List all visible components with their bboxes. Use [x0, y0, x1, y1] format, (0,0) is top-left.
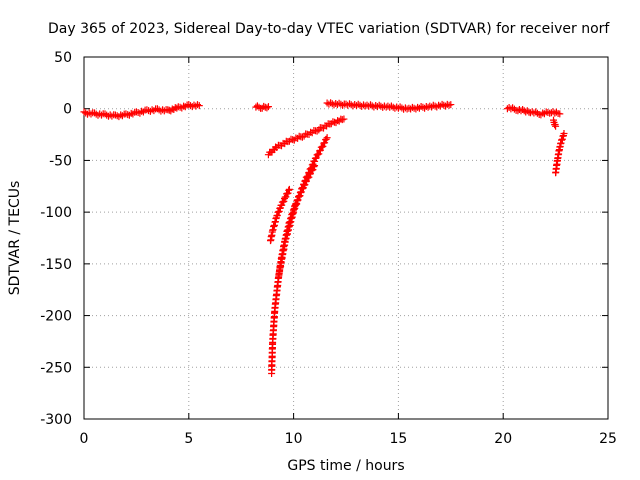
- y-tick-label: 0: [63, 102, 72, 118]
- data-series-segment: [264, 115, 348, 159]
- data-point: [255, 103, 263, 111]
- data-point: [303, 177, 310, 185]
- data-points: [80, 99, 568, 377]
- data-point: [323, 134, 331, 142]
- data-point: [285, 186, 293, 194]
- data-point: [296, 192, 304, 200]
- data-point: [552, 122, 560, 130]
- data-point: [294, 196, 302, 204]
- data-series-segment: [552, 130, 568, 177]
- data-point: [445, 101, 453, 109]
- data-series-segment: [275, 162, 319, 278]
- data-point: [311, 162, 319, 170]
- data-point: [447, 101, 455, 109]
- data-point: [322, 135, 330, 143]
- y-tick-label: -250: [40, 360, 72, 376]
- data-point: [421, 104, 429, 112]
- data-series-segment: [323, 99, 455, 113]
- y-axis-label: SDTVAR / TECUs: [7, 181, 23, 296]
- data-point: [281, 195, 288, 202]
- chart-title: Day 365 of 2023, Sidereal Day-to-day VTE…: [48, 21, 610, 37]
- axis-ticks: 0 5 10 15 20 25 50 0 -50 -100 -150 -200 -250 -300: [40, 50, 617, 447]
- x-tick-label: 20: [494, 431, 512, 447]
- data-point: [319, 142, 327, 150]
- y-tick-label: -150: [40, 257, 72, 273]
- data-point: [316, 146, 324, 154]
- x-tick-label: 15: [389, 431, 407, 447]
- data-point: [310, 163, 318, 171]
- data-point: [307, 170, 314, 178]
- data-point: [305, 173, 313, 181]
- grid: [84, 57, 608, 419]
- x-axis-label: GPS time / hours: [287, 458, 404, 474]
- data-point: [313, 127, 321, 135]
- data-point: [264, 103, 272, 111]
- data-point: [412, 105, 420, 113]
- data-series-segment: [252, 102, 272, 112]
- data-point: [315, 150, 323, 158]
- data-series-segment: [80, 101, 203, 121]
- data-point: [148, 106, 156, 114]
- data-point: [301, 181, 309, 189]
- data-point: [309, 166, 317, 174]
- data-series-segment: [503, 104, 564, 119]
- y-tick-label: -50: [49, 153, 72, 169]
- data-point: [312, 154, 320, 162]
- y-tick-label: -200: [40, 309, 72, 325]
- data-point: [180, 102, 188, 110]
- data-point: [195, 102, 203, 110]
- x-tick-label: 5: [184, 431, 193, 447]
- data-point: [560, 130, 568, 138]
- data-point: [321, 139, 329, 147]
- x-tick-label: 10: [285, 431, 303, 447]
- x-tick-label: 0: [80, 431, 89, 447]
- data-point: [297, 188, 305, 196]
- data-series-segment: [267, 185, 293, 245]
- y-tick-label: 50: [54, 50, 72, 66]
- data-point: [292, 199, 300, 207]
- plot-frame: [83, 56, 609, 420]
- x-tick-label: 25: [599, 431, 617, 447]
- data-point: [556, 110, 564, 118]
- y-tick-label: -100: [40, 205, 72, 221]
- data-series-segment: [550, 116, 560, 130]
- data-point: [117, 111, 125, 119]
- data-point: [146, 107, 154, 115]
- data-point: [263, 104, 271, 112]
- data-point: [285, 185, 293, 193]
- data-point: [552, 108, 560, 116]
- data-point: [298, 133, 306, 141]
- data-series-segment: [268, 134, 331, 377]
- data-point: [340, 115, 348, 123]
- data-point: [442, 102, 450, 110]
- y-tick-label: -300: [40, 412, 72, 428]
